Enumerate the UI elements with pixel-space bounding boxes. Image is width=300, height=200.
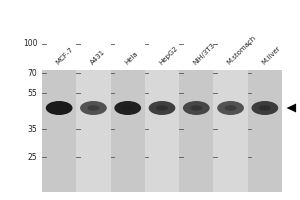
Bar: [213, 70, 248, 192]
Ellipse shape: [217, 101, 244, 115]
Ellipse shape: [259, 105, 271, 111]
Text: M.stomach: M.stomach: [226, 35, 258, 66]
Text: 55: 55: [28, 88, 38, 98]
Text: NIH/3T3: NIH/3T3: [192, 42, 216, 66]
Bar: [111, 70, 145, 192]
Ellipse shape: [53, 105, 65, 111]
Text: 70: 70: [28, 68, 38, 77]
Ellipse shape: [122, 105, 134, 111]
Text: MCF-7: MCF-7: [55, 46, 74, 66]
Ellipse shape: [80, 101, 107, 115]
Ellipse shape: [225, 105, 237, 111]
Text: 35: 35: [28, 124, 38, 134]
Text: Hela: Hela: [124, 51, 139, 66]
Text: A431: A431: [89, 49, 106, 66]
Ellipse shape: [46, 101, 73, 115]
Ellipse shape: [190, 105, 202, 111]
Ellipse shape: [251, 101, 278, 115]
Ellipse shape: [87, 105, 99, 111]
Ellipse shape: [114, 101, 141, 115]
Text: 25: 25: [28, 152, 38, 162]
Bar: [248, 70, 282, 192]
Polygon shape: [286, 104, 296, 112]
Ellipse shape: [148, 101, 176, 115]
Text: 100: 100: [23, 40, 38, 48]
Bar: [145, 70, 179, 192]
Bar: [42, 70, 76, 192]
Bar: [179, 70, 213, 192]
Text: HepG2: HepG2: [158, 45, 179, 66]
Ellipse shape: [183, 101, 210, 115]
Bar: [76, 70, 111, 192]
Text: M.liver: M.liver: [261, 45, 281, 66]
Ellipse shape: [156, 105, 168, 111]
